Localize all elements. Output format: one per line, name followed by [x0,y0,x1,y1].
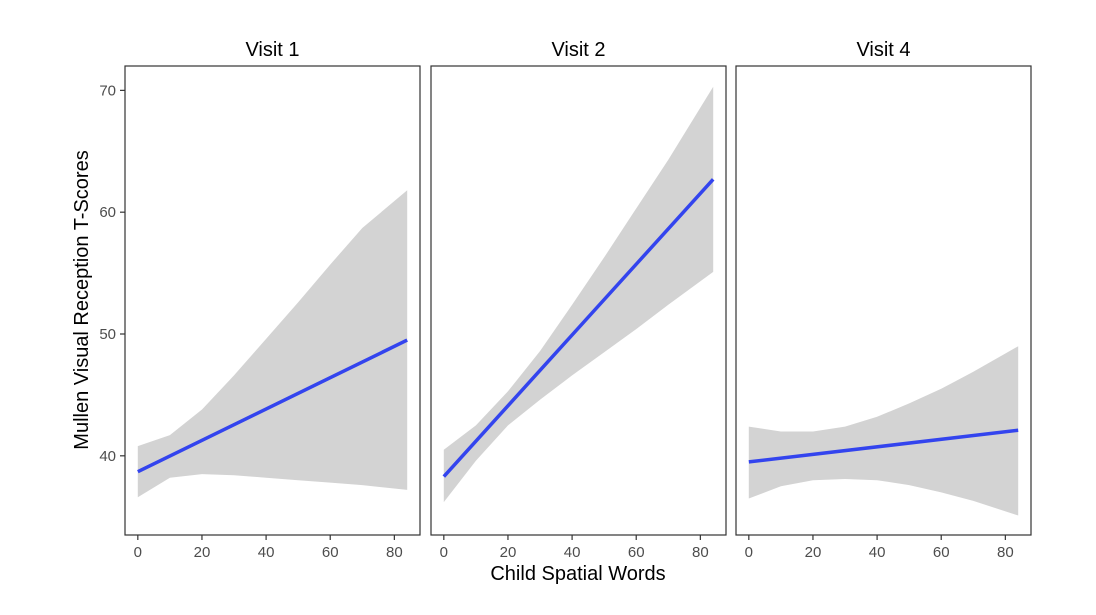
visit-2-panel-title: Visit 2 [551,39,605,61]
visit-3-x-tick-label: 80 [997,544,1014,561]
y-tick-label: 50 [99,326,116,343]
visit-1-x-tick-label: 20 [194,544,211,561]
visit-3-x-tick-label: 40 [869,544,886,561]
visit-3-panel-title: Visit 4 [856,39,910,61]
visit-1-x-tick-label: 60 [322,544,339,561]
visit-2-x-tick-label: 20 [500,544,517,561]
visit-1-x-tick-label: 40 [258,544,275,561]
visit-2-x-tick-label: 60 [628,544,645,561]
visit-3-x-tick-label: 60 [933,544,950,561]
x-axis-label: Child Spatial Words [490,563,665,585]
visit-3-x-tick-label: 0 [745,544,753,561]
visit-2-x-tick-label: 80 [692,544,709,561]
visit-2-x-tick-label: 0 [440,544,448,561]
y-tick-label: 60 [99,204,116,221]
visit-2-x-tick-label: 40 [564,544,581,561]
visit-2-regression-line [442,178,715,478]
y-tick-label: 70 [99,82,116,99]
visit-2-panel-border [430,65,727,536]
visit-1-x-tick-label: 80 [386,544,403,561]
visit-2-panel: Visit 2 0 20 40 60 80 [430,39,727,561]
visit-3-panel-border [735,65,1032,536]
visit-2-confidence-band [443,86,714,503]
y-axis-label: Mullen Visual Reception T-Scores [71,150,93,449]
visit-3-x-tick-label: 20 [805,544,822,561]
visit-1-regression-line [137,338,408,474]
visit-1-x-tick-label: 0 [134,544,142,561]
y-tick-label: 40 [99,448,116,465]
visit-1-panel-border [124,65,421,536]
visit-1-panel-title: Visit 1 [245,39,299,61]
visit-3-regression-line [748,428,1019,464]
visit-1-confidence-band [137,190,408,498]
visit-1-panel: Visit 1 0 20 40 60 80 40 50 60 70 [99,39,421,561]
visit-3-confidence-band [748,346,1019,516]
visit-3-panel: Visit 4 0 20 40 60 80 [735,39,1032,561]
